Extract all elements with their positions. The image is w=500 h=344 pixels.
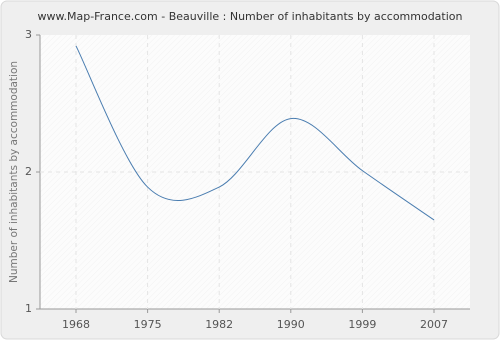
y-tick-label: 2 [25,165,32,178]
plot-area [40,35,470,309]
x-tick-label: 1975 [134,318,162,331]
chart-title: www.Map-France.com - Beauville : Number … [38,10,463,23]
y-axis-label: Number of inhabitants by accommodation [8,61,20,283]
y-tick-label: 1 [25,302,32,315]
y-tick-label: 3 [25,28,32,41]
x-tick-label: 2007 [420,318,448,331]
x-tick-label: 1982 [205,318,233,331]
x-tick-label: 1990 [277,318,305,331]
line [75,45,435,221]
x-tick-label: 1999 [348,318,376,331]
x-tick-label: 1968 [62,318,90,331]
